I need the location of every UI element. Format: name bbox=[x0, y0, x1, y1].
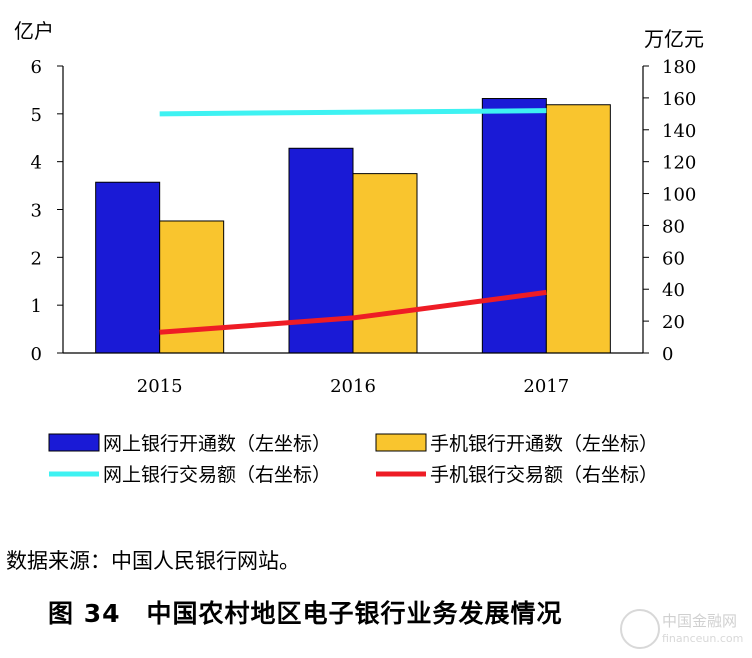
bar-mobile-2016 bbox=[352, 173, 418, 354]
watermark-logo: 中国金融网 financeun.com bbox=[618, 606, 748, 654]
watermark-name: 中国金融网 bbox=[662, 612, 738, 630]
bar-online-2017 bbox=[481, 98, 547, 354]
x-tick-label-2017: 2017 bbox=[523, 376, 569, 397]
watermark-url: financeun.com bbox=[662, 632, 744, 645]
right-tick-label-60: 60 bbox=[662, 248, 685, 269]
right-tick-label-140: 140 bbox=[662, 121, 696, 142]
right-tick-label-40: 40 bbox=[662, 280, 685, 301]
bar-online-2015 bbox=[95, 181, 161, 354]
legend-label-3: 手机银行交易额（右坐标） bbox=[430, 464, 658, 486]
left-tick-label-2: 2 bbox=[31, 248, 42, 269]
left-tick-label-3: 3 bbox=[31, 201, 42, 222]
line-online-volume bbox=[159, 108, 547, 117]
legend-swatch-0 bbox=[48, 433, 100, 452]
legend-label-2: 网上银行交易额（右坐标） bbox=[103, 464, 331, 486]
chart: 亿户 万亿元 2015 2016 2017012345602040608010012… bbox=[14, 19, 704, 486]
right-tick-label-0: 0 bbox=[662, 344, 673, 365]
x-tick-label-2016: 2016 bbox=[330, 376, 376, 397]
legend-swatch-1 bbox=[375, 433, 427, 452]
right-tick-label-160: 160 bbox=[662, 89, 696, 110]
right-tick-label-80: 80 bbox=[662, 216, 685, 237]
line-mobile-volume bbox=[159, 289, 547, 335]
left-tick-label-6: 6 bbox=[31, 57, 42, 78]
x-tick-label-2015: 2015 bbox=[137, 376, 183, 397]
right-tick-label-100: 100 bbox=[662, 185, 696, 206]
figure-title: 图 34 中国农村地区电子银行业务发展情况 bbox=[48, 599, 563, 628]
right-tick-label-20: 20 bbox=[662, 312, 685, 333]
source-note: 数据来源：中国人民银行网站。 bbox=[6, 549, 300, 573]
left-tick-label-1: 1 bbox=[31, 296, 42, 317]
left-tick-label-0: 0 bbox=[31, 344, 42, 365]
right-tick-label-180: 180 bbox=[662, 57, 696, 78]
watermark-circle-icon bbox=[620, 609, 660, 649]
left-tick-label-5: 5 bbox=[31, 105, 42, 126]
bar-mobile-2017 bbox=[545, 104, 611, 354]
legend-label-0: 网上银行开通数（左坐标） bbox=[103, 433, 331, 455]
legend-label-1: 手机银行开通数（左坐标） bbox=[430, 433, 658, 455]
left-tick-label-4: 4 bbox=[31, 153, 42, 174]
right-axis-unit: 万亿元 bbox=[644, 27, 704, 51]
right-tick-label-120: 120 bbox=[662, 153, 696, 174]
left-axis-unit: 亿户 bbox=[14, 19, 54, 43]
